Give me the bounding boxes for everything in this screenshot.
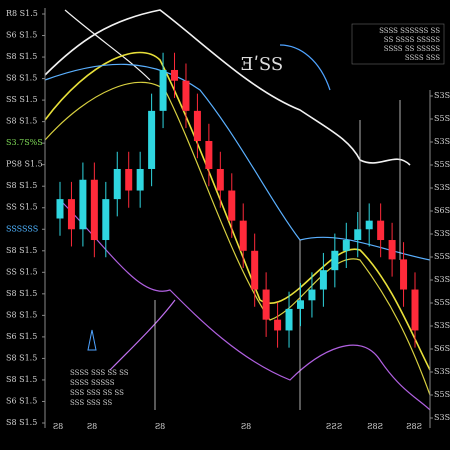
candle-body: [388, 240, 396, 260]
y-tick-label: SSSSSS: [6, 224, 38, 233]
note-box: [351, 23, 445, 65]
candle-body: [342, 240, 350, 251]
y2-tick-label: S3S: [434, 91, 450, 100]
y-tick-label: S8 S1.5: [6, 310, 37, 319]
x-tick-label: Ƨ8: [155, 422, 166, 431]
x-tick-label: Ƨ8: [53, 422, 64, 431]
y-tick-label: SS S1.5: [6, 95, 38, 104]
y2-tick-label: S5S: [434, 160, 450, 169]
y2-tick-label: S3S: [434, 413, 450, 422]
y-tick-label: S8 S1.5: [6, 117, 37, 126]
x-tick-label: ƧƧƧ: [326, 422, 342, 431]
note-line: SSSS SSSSSS SS: [379, 27, 440, 35]
candle-body: [400, 259, 408, 290]
y2-tick-label: S5S: [434, 298, 450, 307]
candle-body: [216, 168, 224, 191]
y2-tick-label: S5S: [434, 390, 450, 399]
candle-body: [159, 69, 167, 111]
candle-body: [377, 220, 385, 241]
footnote-line: SSS SSS SS: [70, 399, 112, 407]
y2-tick-label: S5S: [434, 252, 450, 261]
y-tick-label: S8 S1.5: [6, 246, 37, 255]
x-tick-label: Ƨ8: [87, 422, 98, 431]
candle-body: [56, 199, 64, 219]
candle-body: [354, 229, 362, 241]
y-tick-label: SS S1.5: [6, 203, 38, 212]
y2-tick-label: S5S: [434, 114, 450, 123]
y-tick-label: S8 S1.5: [6, 375, 37, 384]
overlay-curve: [44, 51, 431, 371]
candle-body: [262, 289, 270, 320]
overlay-curve: [44, 63, 431, 261]
y-tick-label: S8 S1.5: [6, 418, 37, 427]
candle-body: [79, 179, 87, 230]
candle-body: [319, 270, 327, 290]
candle-body: [365, 220, 373, 230]
candle-body: [90, 179, 98, 241]
note-line: SSSS SS SSSSS: [384, 45, 440, 53]
y2-tick-label: S3S: [434, 137, 450, 146]
y-tick-label: PS8 S1.5: [6, 160, 43, 169]
y2-tick-label: S3S: [434, 183, 450, 192]
candle-body: [182, 80, 190, 111]
candle-body: [171, 69, 179, 81]
candle-body: [331, 250, 339, 271]
overlay-curve: [44, 81, 431, 396]
marker-icon: [87, 329, 97, 351]
y-tick-label: S8 S1.5: [6, 181, 37, 190]
y-tick-label: S8 S1.5: [6, 353, 37, 362]
overlay-curve: [279, 44, 331, 91]
candle-body: [308, 289, 316, 301]
note-line: SSSS SSS: [405, 54, 440, 62]
candle-body: [148, 110, 156, 169]
candle-body: [411, 289, 419, 331]
candle-body: [239, 220, 247, 251]
y2-tick-label: S3S: [434, 229, 450, 238]
y2-tick-label: S6S: [434, 206, 450, 215]
footnote-line: SSSS SSS SS SS: [70, 369, 129, 377]
y-tick-label: S3.7S%S: [6, 138, 43, 147]
overlay-curve: [44, 9, 411, 166]
candle-body: [274, 319, 282, 331]
y2-tick-label: S3S: [434, 275, 450, 284]
y-tick-label: S6 S1.5: [6, 332, 37, 341]
candle-body: [136, 168, 144, 191]
overlay-curve: [59, 199, 431, 411]
decor-curves: [44, 9, 431, 411]
y-tick-label: S6 S1.5: [6, 31, 37, 40]
note-line: SS SSSS SSSSS: [384, 36, 440, 44]
footnote-line: SSSS SSSSS: [70, 379, 115, 387]
y2-tick-label: S3S: [434, 321, 450, 330]
x-tick-label: Ƨ8: [241, 422, 252, 431]
y-tick-label: S8 S1.5: [6, 74, 37, 83]
candle-body: [67, 199, 75, 230]
candle-body: [251, 250, 259, 290]
y-tick-label: S8 S1.5: [6, 289, 37, 298]
y-tick-label: S6 S1.5: [6, 396, 37, 405]
candle-body: [125, 168, 133, 191]
y2-tick-label: S6S: [434, 344, 450, 353]
candle-body: [113, 168, 121, 200]
y2-tick-label: S3S: [434, 367, 450, 376]
candle-body: [193, 110, 201, 142]
y-tick-label: SS S1.5: [6, 267, 38, 276]
footnote-line: SSS SSS SS SS: [70, 389, 124, 397]
overlay-curve: [109, 299, 176, 371]
overlay-curve: [64, 9, 151, 81]
y-tick-label: R8 S1.5: [6, 9, 38, 18]
y-tick-label: S8 S1.5: [6, 52, 37, 61]
candle-body: [228, 190, 236, 221]
candle-body: [102, 199, 110, 241]
x-tick-label: Ƨ8Ƨ: [406, 422, 422, 431]
x-tick-label: Ƨ8Ƨ: [367, 422, 383, 431]
candle-body: [296, 300, 304, 309]
candle-body: [205, 141, 213, 169]
chart-title: ƎʹSS: [241, 54, 284, 75]
candle-body: [285, 308, 293, 331]
